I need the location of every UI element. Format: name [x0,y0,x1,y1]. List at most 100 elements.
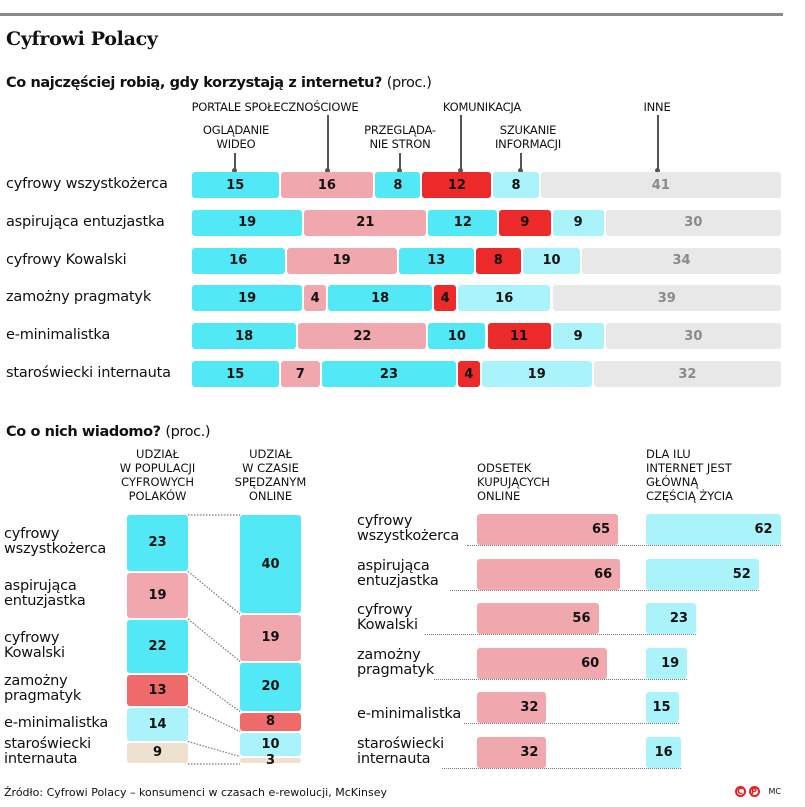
bar-header-2: DLA ILU INTERNET JEST GŁÓWNĄ CZĘŚCIĄ ŻYCIA [646,447,733,503]
column-segment: 20 [240,662,301,711]
row-label-line: staroświecki [357,735,445,752]
segment-label-line: wszystkożerca [4,540,107,557]
row-label: staroświecki internauta [6,365,171,381]
row-baseline-dots [450,589,759,591]
column-header-line: UDZIAŁ [136,447,179,461]
column-header-line: SPĘDZANYM [234,475,307,489]
bar-header-line: KUPUJĄCYCH [477,475,550,489]
publisher-logo: C P MC [734,786,782,797]
bar-segment-communication: 9 [499,209,551,236]
column-header-line: W CZASIE [242,461,299,475]
leader-line-szukanie [518,153,523,173]
bar-segment-search: 19 [481,361,592,387]
row-label-line: aspirująca [357,557,430,574]
row-label: cyfrowy wszystkożerca [6,176,168,192]
bar-segment-video: 16 [192,247,285,274]
leader-line-ogladanie [232,153,237,173]
row-label-line: internauta [357,750,431,767]
bar-header-line: INTERNET JEST [646,461,732,475]
source-note: Źródło: Cyfrowi Polacy – konsumenci w cz… [4,786,387,799]
bar-segment-communication: 4 [457,361,480,387]
connector-line [187,571,241,615]
label-ogladanie: OGLĄDANIE WIDEO [203,123,269,151]
bar-segment-video: 15 [192,172,279,198]
author-initials: MC [768,787,782,796]
segment-label-line: staroświecki [4,735,92,752]
bar-header-1: ODSETEK KUPUJĄCYCH ONLINE [477,461,550,503]
section1-question: Co najczęściej robią, gdy korzystają z i… [6,75,383,91]
row-label-line: pragmatyk [357,661,435,678]
bar-segment-other: 30 [605,323,781,350]
bar-segment-social: 4 [304,285,326,312]
row-baseline-dots [433,678,688,680]
label-inne: INNE [643,100,671,114]
label-przegladanie: PRZEGLĄDA- NIE STRON [364,123,436,151]
bar-segment-social: 7 [280,361,320,387]
bar-segment-other: 34 [582,247,781,274]
section1-title: Co najczęściej robią, gdy korzystają z i… [6,75,432,91]
label-ogladanie-line2: WIDEO [216,137,256,151]
bar-header-line: ONLINE [477,489,521,503]
bar-segment-communication: 4 [434,285,456,312]
segment-label: cyfrowy wszystkożerca [4,526,107,557]
bar-segment-communication: 11 [487,323,551,350]
label-szukanie-line2: INFORMACJI [494,137,562,151]
top-rule [0,13,783,16]
row-baseline-dots [442,767,681,769]
row-label-line: zamożny [357,646,421,663]
bar-segment-browsing: 18 [327,285,433,312]
page-title: Cyfrowi Polacy [6,28,158,50]
row-baseline-dots [425,634,696,635]
segment-label: zamożny pragmatyk [4,674,81,704]
bar-internet-main-part: 16 [646,736,681,768]
column-header-line: ONLINE [248,489,293,503]
column-segment: 3 [240,754,301,766]
row-label-line: cyfrowy [357,513,413,529]
leader-line-komunikacja [458,115,463,173]
connector-line [187,618,241,662]
connector-line [187,740,241,758]
label-ogladanie-line1: OGLĄDANIE [202,123,270,137]
row-label: cyfrowy Kowalski [357,603,418,633]
bar-segment-search: 8 [493,172,539,198]
column-segment: 40 [240,515,301,613]
bar-header-line: ODSETEK [477,461,532,475]
bar-segment-video: 15 [192,361,279,387]
leader-line-inne [655,115,660,173]
copyright-icon: C [734,786,746,797]
segment-label-line: entuzjastka [4,593,86,610]
bar-segment-social: 19 [286,247,397,274]
column-segment: 8 [240,712,301,731]
segment-label-line: Kowalski [4,644,65,661]
segment-label-line: cyfrowy [4,629,60,646]
column-header-line: W POPULACJI [119,461,196,475]
bar-internet-main-part: 62 [646,514,781,545]
row-label: cyfrowy Kowalski [6,251,127,268]
section2-title: Co o nich wiadomo? (proc.) [6,424,211,440]
column-segment: 13 [127,675,188,706]
row-label-line: entuzjastka [357,572,439,589]
bar-segment-video: 19 [192,209,303,236]
bar-segment-search: 10 [522,247,581,274]
column-header-line: UDZIAŁ [249,447,292,461]
column-header-2: UDZIAŁ W CZASIE SPĘDZANYM ONLINE [235,447,307,503]
bar-segment-social: 21 [304,209,427,236]
bar-segment-browsing: 8 [375,172,421,198]
row-label-line: cyfrowy [357,602,413,618]
bar-segment-browsing: 23 [322,361,456,387]
column-header-line: CYFROWYCH [121,475,194,489]
row-label: zamożny pragmatyk [357,646,435,678]
column-segment: 9 [127,742,188,763]
bar-internet-main-part: 52 [646,558,759,590]
section2-question: Co o nich wiadomo? [6,424,161,440]
bar-segment-video: 18 [192,323,297,350]
bar-buying-online: 66 [477,558,621,590]
row-label: aspirująca entuzjastka [6,213,165,230]
segment-label-line: aspirująca [4,578,77,595]
bar-internet-main-part: 19 [646,647,688,679]
bar-segment-communication: 8 [475,247,521,274]
bar-header-line: GŁÓWNĄ [646,475,699,489]
label-przegladanie-line2: NIE STRON [369,137,431,151]
section2-unit: (proc.) [165,424,211,440]
